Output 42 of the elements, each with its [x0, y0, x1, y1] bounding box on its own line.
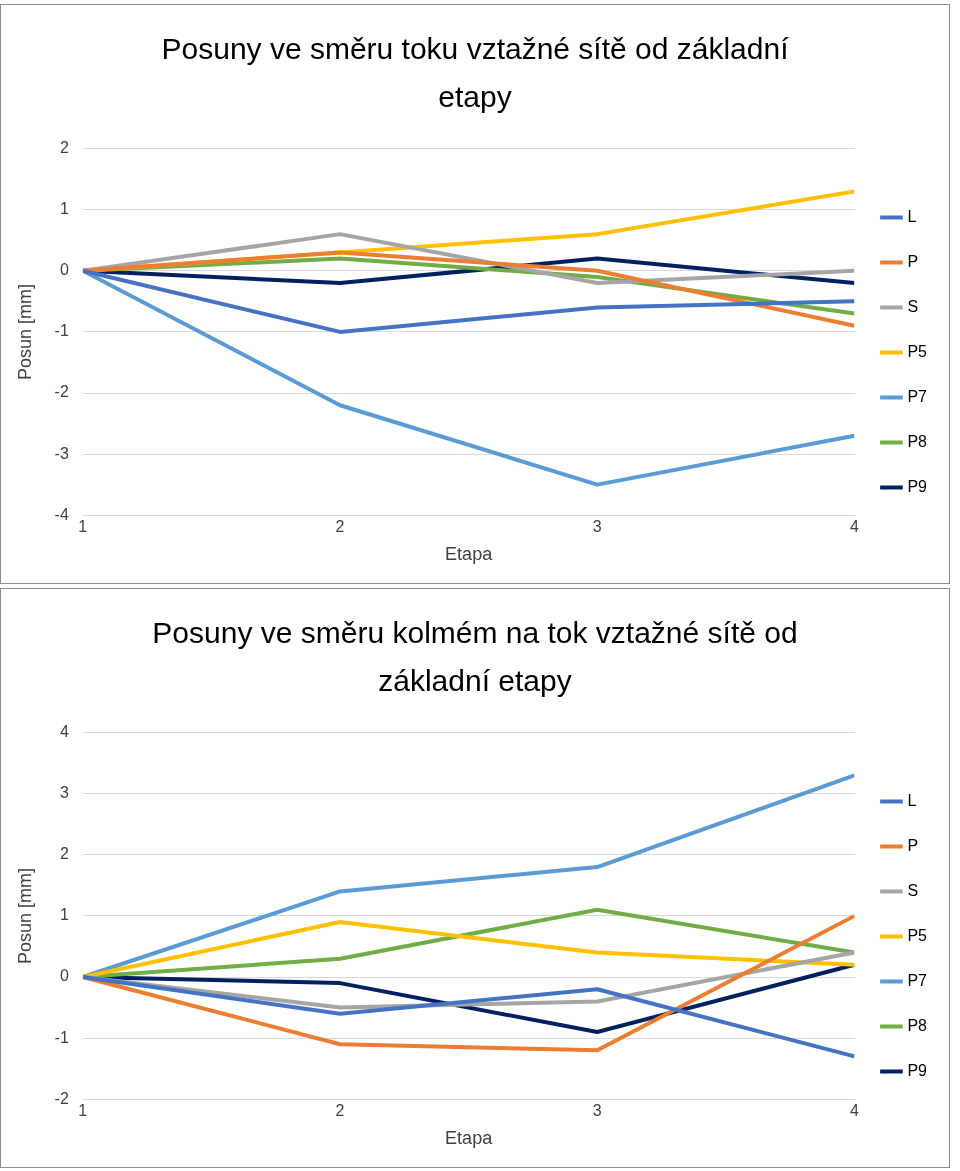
- y-tick-label: -1: [54, 322, 69, 340]
- x-tick-label: 1: [78, 1102, 88, 1120]
- y-tick-label: 1: [59, 200, 69, 218]
- legend-label: P8: [907, 1016, 928, 1034]
- y-tick-label: 2: [59, 845, 69, 863]
- chart-title: Posuny ve směru toku vztažné sítě od základní etapy: [160, 31, 790, 115]
- y-axis-title: Posun [mm]: [14, 283, 35, 380]
- y-tick-label: 3: [59, 784, 69, 802]
- y-tick-label: -1: [54, 1028, 69, 1046]
- x-tick-label: 4: [849, 1102, 859, 1120]
- y-tick-label: -2: [54, 1089, 69, 1107]
- legend-label: P7: [907, 387, 928, 405]
- x-tick-label: 4: [849, 518, 859, 536]
- x-tick-label: 1: [78, 518, 88, 536]
- y-tick-label: 0: [59, 261, 69, 279]
- y-axis-title: Posun [mm]: [14, 867, 35, 964]
- legend-label: L: [907, 207, 917, 225]
- x-tick-label: 3: [592, 518, 602, 536]
- legend-label: P9: [907, 1061, 928, 1079]
- y-tick-label: -3: [54, 444, 69, 462]
- y-tick-label: 2: [59, 139, 69, 157]
- y-tick-label: -4: [54, 505, 69, 523]
- chart-title: Posuny ve směru kolmém na tok vztažné sítě od základní etapy: [151, 615, 799, 699]
- legend-label: P: [907, 252, 919, 270]
- x-axis-title: Etapa: [445, 1128, 494, 1149]
- legend-label: P5: [907, 926, 928, 944]
- y-tick-label: -2: [54, 383, 69, 401]
- legend-label: P7: [907, 971, 928, 989]
- legend-label: P8: [907, 432, 928, 450]
- y-tick-label: 1: [59, 906, 69, 924]
- legend-label: S: [907, 881, 919, 899]
- legend-label: P9: [907, 477, 928, 495]
- legend-label: P: [907, 836, 919, 854]
- legend-label: S: [907, 297, 919, 315]
- y-tick-label: 4: [59, 723, 69, 741]
- x-axis-title: Etapa: [445, 544, 494, 565]
- x-tick-label: 3: [592, 1102, 602, 1120]
- legend-label: P5: [907, 342, 928, 360]
- y-tick-label: 0: [59, 967, 69, 985]
- legend-label: L: [907, 791, 917, 809]
- x-tick-label: 2: [335, 518, 345, 536]
- x-tick-label: 2: [335, 1102, 345, 1120]
